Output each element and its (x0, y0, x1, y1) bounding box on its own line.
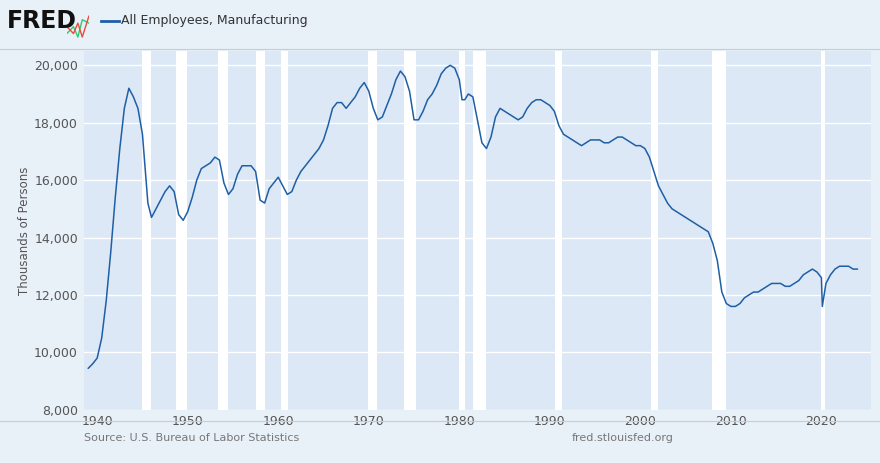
Bar (459, 51, 465, 410)
Text: FRED: FRED (7, 9, 77, 33)
Text: Source: U.S. Bureau of Labor Statistics: Source: U.S. Bureau of Labor Statistics (84, 432, 299, 443)
Bar (712, 51, 726, 410)
Bar (281, 51, 288, 410)
Bar (404, 51, 416, 410)
Bar (821, 51, 825, 410)
Bar (143, 51, 150, 410)
Text: All Employees, Manufacturing: All Employees, Manufacturing (121, 14, 308, 27)
Bar (255, 51, 265, 410)
Bar (473, 51, 486, 410)
Bar (368, 51, 377, 410)
Y-axis label: Thousands of Persons: Thousands of Persons (18, 166, 32, 294)
Bar (555, 51, 561, 410)
Bar (176, 51, 187, 410)
Text: fred.stlouisfed.org: fred.stlouisfed.org (572, 432, 674, 443)
Bar (218, 51, 228, 410)
Bar (651, 51, 657, 410)
